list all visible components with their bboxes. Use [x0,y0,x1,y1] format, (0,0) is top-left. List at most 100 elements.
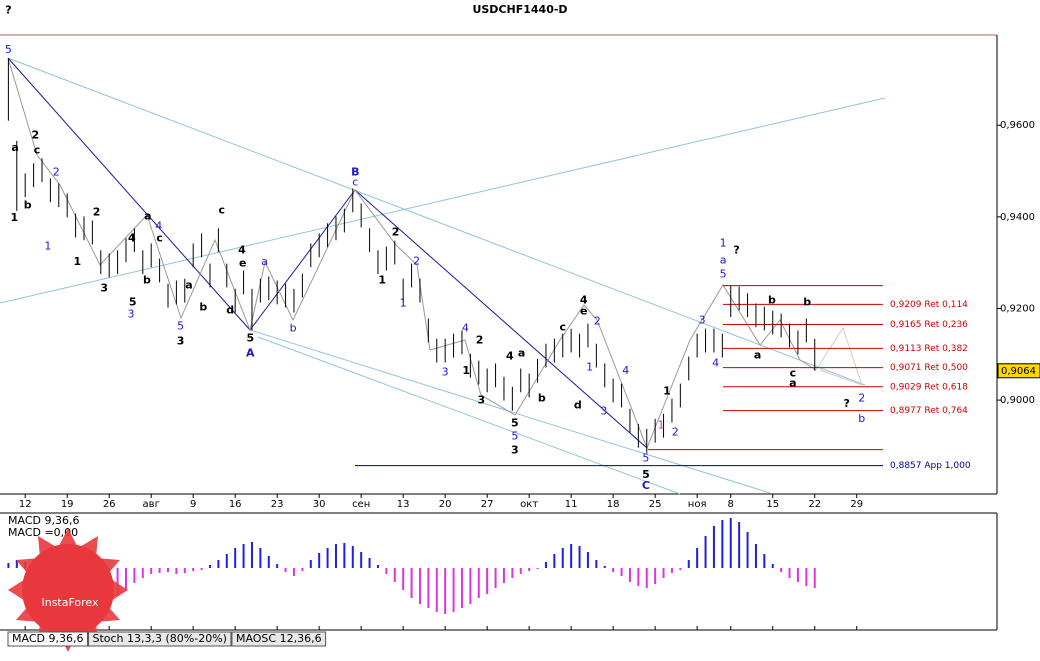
wave-label: 5 [5,43,12,56]
x-tick-label: 13 [397,499,410,510]
wave-label: d [574,399,582,412]
logo: InstaForex [8,528,128,652]
wave-label: a [185,279,192,292]
wave-label: 1 [586,361,593,374]
tab-label[interactable]: MAOSC 12,36,6 [236,632,322,645]
price-tag-label: 0,9064 [1001,366,1036,377]
wave-label: ? [733,243,739,256]
wave-label: 1 [462,364,470,377]
y-tick-label: 0,9400 [1000,212,1035,223]
x-tick-label: 19 [61,499,74,510]
wave-label: 3 [477,394,485,407]
tab-label[interactable]: MACD 9,36,6 [12,632,83,645]
y-tick-label: 0,9000 [1000,395,1035,406]
wave-label: b [24,198,32,211]
level-label: 0,9029 Ret 0,618 [890,382,968,392]
level-label: 0,9209 Ret 0,114 [890,300,968,310]
wave-label: 1 [400,296,407,309]
wave-label: ? [5,3,11,16]
wave-label: 2 [31,128,39,141]
x-tick-label: 8 [728,499,734,510]
wave-label: a [144,209,151,222]
wave-label: 4 [462,322,469,335]
wave-label: 5 [129,296,137,309]
x-tick-label: 29 [850,499,863,510]
level-label: 0,8857 App 1,000 [890,461,971,471]
wave-label: d [226,303,234,316]
wave-label: 2 [93,205,101,218]
x-tick-label: 9 [190,499,196,510]
wave-label: 3 [128,307,135,320]
wave-label: 4 [128,231,136,244]
wave-label: 4 [580,294,588,307]
wave-label: e [580,305,587,318]
wave-label: 2 [594,314,601,327]
wave-label: b [199,301,207,314]
wave-label: e [239,257,246,270]
wave-label: 2 [53,165,60,178]
wave-label: 1 [720,236,727,249]
wave-label: 3 [511,443,519,456]
y-tick-label: 0,9600 [1000,120,1035,131]
logo-text: InstaForex [41,596,99,609]
wave-label: 5 [642,468,650,481]
wave-label: 2 [413,254,420,267]
x-tick-label: 11 [565,499,578,510]
wave-label: c [34,143,41,156]
x-tick-label: 26 [103,499,116,510]
level-label: 0,9071 Ret 0,500 [890,363,968,373]
wave-label: 4 [622,364,629,377]
x-tick-label: 23 [271,499,284,510]
wave-label: 3 [177,334,185,347]
wave-label: 1 [73,255,81,268]
wave-label: 4 [506,350,514,363]
wave-label: 4 [155,219,162,232]
wave-label: 2 [672,426,679,439]
wave-label: 3 [442,366,449,379]
wave-label: b [538,392,546,405]
wave-label: b [143,274,151,287]
x-tick-label: 25 [649,499,662,510]
wave-label: ? [843,397,849,410]
x-tick-label: сен [352,499,370,510]
wave-sketch [7,57,863,450]
wave-label: 5 [177,319,184,332]
wave-label: a [720,253,727,266]
x-tick-label: 16 [229,499,242,510]
tab-label[interactable]: Stoch 13,3,3 (80%-20%) [92,632,226,645]
wave-label: 5 [642,452,649,465]
wave-label: B [351,165,359,178]
wave-label: a [754,349,761,362]
x-tick-label: 12 [19,499,32,510]
wave-label: b [768,294,776,307]
wave-label: 5 [720,268,727,281]
wave-label: a [789,377,796,390]
x-tick-label: 27 [481,499,494,510]
wave-label: a [261,255,268,268]
tab[interactable] [7,631,88,647]
wave-label: A [246,346,255,359]
wave-label: C [642,479,650,492]
tab[interactable] [231,631,327,647]
x-tick-label: 22 [808,499,821,510]
x-tick-label: 30 [313,499,326,510]
tab[interactable] [87,631,232,647]
price-tag [997,363,1040,379]
chart-title: USDCHF1440-D [472,3,567,16]
y-tick-label: 0,9200 [1000,303,1035,314]
wave-label: 4 [712,356,719,369]
level-label: 0,9165 Ret 0,236 [890,320,968,330]
wave-label: 4 [238,243,246,256]
indicator-title: MACD 9,36,6 [8,514,79,527]
wave-label: 3 [100,281,108,294]
wave-label: 2 [858,392,865,405]
indicator-value: MACD =0,00 [8,526,78,539]
level-label: 0,9113 Ret 0,382 [890,344,968,354]
x-tick-label: 15 [766,499,779,510]
wave-label: 3 [600,405,607,418]
logo-disc [22,544,114,636]
tabs: MACD 9,36,6 Stoch 13,3,3 (80%-20%) MAOSC 1… [7,631,327,647]
wave-label: 5 [246,332,254,345]
wave-label: 5 [511,416,519,429]
